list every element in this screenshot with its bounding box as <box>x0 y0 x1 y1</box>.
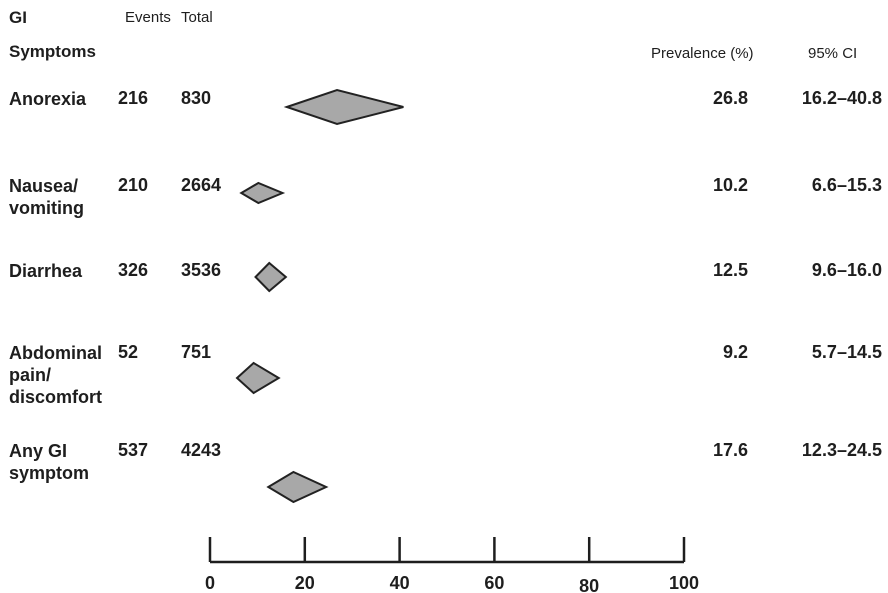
header-prevalence: Prevalence (%) <box>651 45 754 62</box>
x-tick-label: 20 <box>295 573 315 593</box>
row-symptom: Diarrhea <box>9 260 82 282</box>
header-gi: GI <box>9 8 27 27</box>
row-ci: 16.2–40.8 <box>801 88 882 108</box>
row-ci: 9.6–16.0 <box>811 260 882 280</box>
row-symptom-line: vomiting <box>9 198 84 218</box>
row-total: 3536 <box>181 260 222 280</box>
row-symptom-line: Abdominal <box>9 343 102 363</box>
row-symptom-line: discomfort <box>9 387 103 407</box>
ci-diamond <box>254 261 288 293</box>
ci-diamond <box>239 181 286 205</box>
row-total: 751 <box>181 342 212 362</box>
header-events: Events <box>125 9 171 26</box>
row-events: 52 <box>118 342 139 362</box>
row-events: 537 <box>118 440 149 460</box>
row-symptom-line: Any GI <box>9 441 68 461</box>
row-events: 210 <box>118 175 149 195</box>
row-symptom: Anorexia <box>9 88 86 110</box>
row-total: 2664 <box>181 175 222 195</box>
header-ci: 95% CI <box>808 45 858 62</box>
row-prevalence: 26.8 <box>712 88 748 108</box>
row-symptom-line: Anorexia <box>9 89 87 109</box>
row-prevalence: 12.5 <box>712 260 748 280</box>
x-tick-label: 80 <box>579 576 599 593</box>
ci-diamond <box>283 88 404 126</box>
ci-diamond <box>235 361 281 395</box>
x-tick-label: 100 <box>669 573 699 593</box>
header-symptoms: Symptoms <box>9 42 96 61</box>
row-symptom: Nausea/vomiting <box>9 175 84 219</box>
row-events: 326 <box>118 260 149 280</box>
row-prevalence: 10.2 <box>712 175 748 195</box>
row-events: 216 <box>118 88 149 108</box>
x-tick-label: 0 <box>205 573 215 593</box>
row-prevalence: 17.6 <box>712 440 748 460</box>
ci-diamond <box>266 470 329 504</box>
row-ci: 5.7–14.5 <box>811 342 882 362</box>
row-total: 830 <box>181 88 212 108</box>
x-tick-label: 40 <box>390 573 410 593</box>
row-symptom: Abdominal pain/discomfort <box>9 342 102 408</box>
row-symptom-line: Diarrhea <box>9 261 83 281</box>
row-symptom: Any GI symptom <box>9 440 89 484</box>
row-symptom-line: Nausea/ <box>9 176 79 196</box>
header-total: Total <box>181 9 213 26</box>
row-total: 4243 <box>181 440 222 460</box>
row-ci: 12.3–24.5 <box>801 440 882 460</box>
x-tick-label: 60 <box>484 573 504 593</box>
row-symptom-line: symptom <box>9 463 90 483</box>
row-prevalence: 9.2 <box>722 342 748 362</box>
row-symptom-line: pain/ <box>9 365 52 385</box>
row-ci: 6.6–15.3 <box>811 175 882 195</box>
